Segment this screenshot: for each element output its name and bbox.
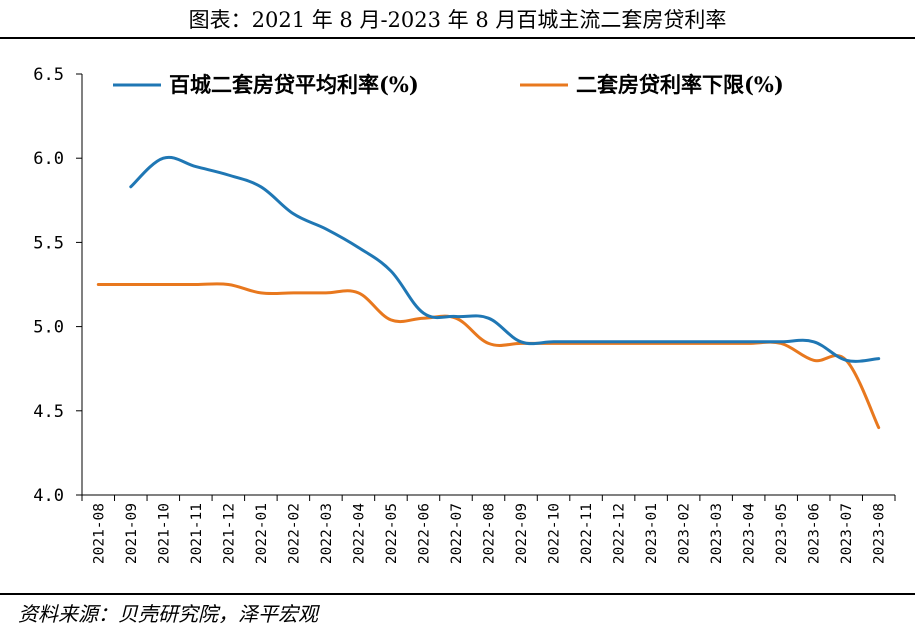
chart-axes bbox=[81, 74, 895, 496]
x-tick-label: 2022-04 bbox=[351, 503, 367, 564]
x-tick-label: 2023-01 bbox=[644, 503, 660, 564]
x-tick-label: 2021-10 bbox=[156, 503, 172, 564]
y-tick-label: 4.5 bbox=[33, 402, 64, 422]
legend-label-2: 二套房贷利率下限(%) bbox=[576, 72, 784, 97]
x-tick-label: 2022-10 bbox=[547, 503, 563, 564]
x-tick-label: 2022-12 bbox=[612, 503, 628, 564]
x-tick-label: 2023-07 bbox=[839, 503, 855, 564]
y-axis-ticks: 4.0 4.5 5.0 5.5 6.0 6.5 bbox=[33, 65, 82, 506]
x-tick-label: 2023-06 bbox=[807, 503, 823, 564]
title-rule bbox=[0, 37, 915, 39]
x-tick-label: 2021-12 bbox=[221, 503, 237, 564]
series-lines bbox=[96, 155, 881, 430]
x-tick-label: 2022-02 bbox=[286, 503, 302, 564]
source-note: 资料来源：贝壳研究院，泽平宏观 bbox=[18, 602, 318, 626]
source-rule bbox=[0, 593, 915, 595]
x-tick-label: 2022-06 bbox=[416, 503, 432, 564]
x-tick-label: 2022-09 bbox=[514, 503, 530, 564]
y-tick-label: 5.0 bbox=[33, 318, 64, 338]
x-tick-label: 2021-08 bbox=[91, 503, 107, 564]
chart-title: 图表：2021 年 8 月-2023 年 8 月百城主流二套房贷利率 bbox=[188, 8, 727, 32]
y-tick-label: 4.0 bbox=[33, 486, 64, 506]
x-tick-label: 2021-09 bbox=[124, 503, 140, 564]
chart-legend: 百城二套房贷平均利率(%) 二套房贷利率下限(%) bbox=[113, 72, 784, 97]
legend-label-1: 百城二套房贷平均利率(%) bbox=[169, 72, 419, 97]
x-tick-label: 2022-03 bbox=[319, 503, 335, 564]
y-tick-label: 6.5 bbox=[33, 65, 64, 85]
x-tick-label: 2022-11 bbox=[579, 503, 595, 564]
series-line-1 bbox=[129, 155, 881, 363]
x-tick-label: 2021-11 bbox=[189, 503, 205, 564]
x-tick-label: 2023-08 bbox=[872, 503, 888, 564]
x-tick-label: 2022-01 bbox=[254, 503, 270, 564]
x-tick-label: 2022-08 bbox=[482, 503, 498, 564]
x-tick-label: 2023-04 bbox=[742, 503, 758, 564]
x-tick-label: 2022-07 bbox=[449, 503, 465, 564]
series-line-2 bbox=[96, 282, 881, 430]
x-axis-ticks: 2021-08 2021-09 2021-10 2021-11 2021-12 2022-… bbox=[81, 495, 896, 564]
x-tick-label: 2023-02 bbox=[677, 503, 693, 564]
x-tick-label: 2023-05 bbox=[774, 503, 790, 564]
x-tick-label: 2022-05 bbox=[384, 503, 400, 564]
x-tick-label: 2023-03 bbox=[709, 503, 725, 564]
y-tick-label: 5.5 bbox=[33, 233, 64, 253]
y-tick-label: 6.0 bbox=[33, 149, 64, 169]
